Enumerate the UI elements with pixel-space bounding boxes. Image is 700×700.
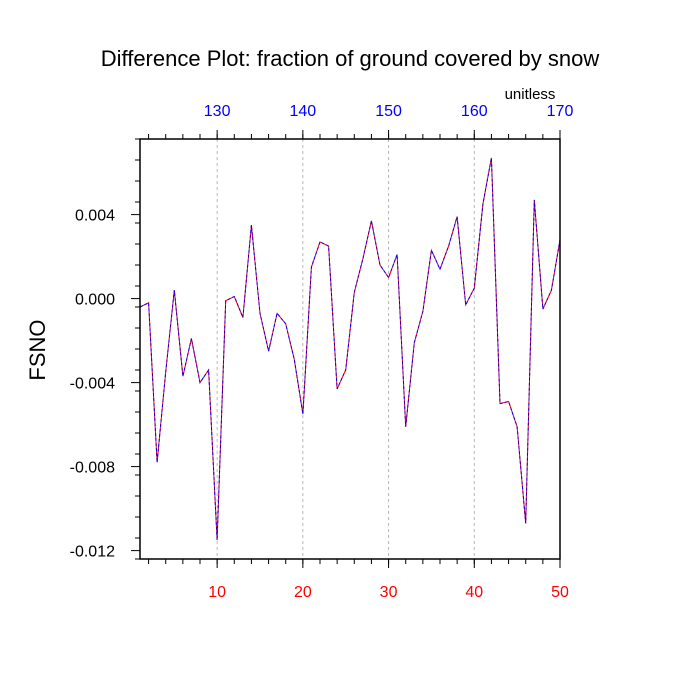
plot-frame — [139, 138, 561, 560]
series-layer — [139, 157, 561, 541]
x-bottom-tick-label: 50 — [551, 584, 569, 601]
x-top-tick-label: 150 — [375, 103, 402, 120]
y-axis-label: FSNO — [25, 319, 50, 380]
x-bottom-tick-label: 40 — [465, 584, 483, 601]
series-line-underlay — [139, 157, 561, 541]
units-label: unitless — [505, 86, 556, 103]
tick-labels: 10 20 30 40 50 130 140 150 160 170 -0.012 -0.008 -0.… — [70, 103, 574, 601]
x-top-tick-label: 140 — [290, 103, 317, 120]
x-bottom-tick-label: 20 — [294, 584, 312, 601]
x-bottom-tick-label: 30 — [380, 584, 398, 601]
x-top-tick-label: 130 — [204, 103, 231, 120]
axis-ticks — [131, 130, 561, 568]
y-tick-label: -0.012 — [70, 544, 115, 561]
series-line — [139, 157, 561, 541]
x-top-tick-label: 160 — [461, 103, 488, 120]
x-bottom-tick-label: 10 — [208, 584, 226, 601]
x-top-tick-label: 170 — [547, 103, 574, 120]
chart-title: Difference Plot: fraction of ground cove… — [101, 46, 600, 71]
y-tick-label: 0.004 — [75, 208, 115, 225]
y-tick-label: -0.008 — [70, 460, 115, 477]
y-tick-label: 0.000 — [75, 292, 115, 309]
y-tick-label: -0.004 — [70, 376, 115, 393]
